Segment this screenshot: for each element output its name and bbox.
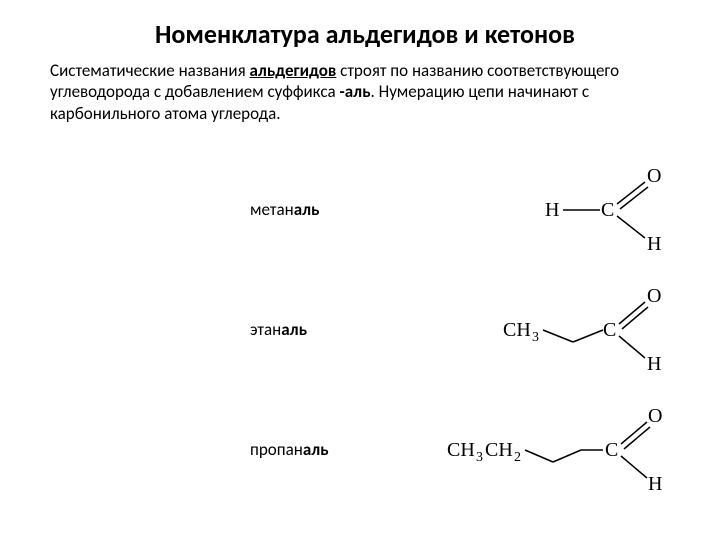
intro-t2: альдегидов bbox=[249, 60, 336, 81]
compound-structure: H C O H bbox=[330, 160, 680, 260]
compound-prefix: этан bbox=[250, 319, 281, 340]
compound-label: этаналь bbox=[50, 319, 330, 340]
svg-text:O: O bbox=[647, 285, 661, 307]
intro-t1: Систематические названия bbox=[50, 60, 249, 81]
svg-text:H: H bbox=[647, 353, 661, 375]
svg-text:CH: CH bbox=[503, 319, 531, 341]
compound-row-propanal: пропаналь CH 3 CH 2 C O H bbox=[50, 394, 680, 506]
compound-suffix: аль bbox=[294, 199, 320, 220]
compound-prefix: пропан bbox=[250, 439, 303, 460]
svg-text:3: 3 bbox=[476, 450, 483, 465]
compound-suffix: аль bbox=[281, 319, 307, 340]
compound-row-methanal: метаналь H C O H bbox=[50, 154, 680, 266]
svg-text:C: C bbox=[603, 319, 616, 341]
compound-structure: CH 3 CH 2 C O H bbox=[330, 400, 680, 500]
compound-label: метаналь bbox=[50, 199, 330, 220]
page-title: Номенклатура альдегидов и кетонов bbox=[50, 18, 680, 50]
svg-text:2: 2 bbox=[514, 450, 521, 465]
compound-prefix: метан bbox=[250, 199, 294, 220]
intro-paragraph: Систематические названия альдегидов стро… bbox=[50, 60, 680, 124]
svg-text:CH: CH bbox=[485, 439, 513, 461]
compound-row-ethanal: этаналь CH 3 C O H bbox=[50, 274, 680, 386]
intro-t4: -аль bbox=[340, 81, 371, 102]
compound-structure: CH 3 C O H bbox=[330, 280, 680, 380]
svg-text:C: C bbox=[601, 199, 614, 221]
svg-text:C: C bbox=[605, 439, 618, 461]
compound-suffix: аль bbox=[303, 439, 329, 460]
svg-text:3: 3 bbox=[532, 330, 539, 345]
svg-text:H: H bbox=[545, 199, 559, 221]
svg-text:CH: CH bbox=[447, 439, 475, 461]
svg-text:H: H bbox=[648, 473, 662, 495]
compound-label: пропаналь bbox=[50, 439, 330, 460]
svg-text:O: O bbox=[648, 405, 662, 427]
svg-text:O: O bbox=[647, 165, 661, 187]
svg-text:H: H bbox=[647, 233, 661, 255]
